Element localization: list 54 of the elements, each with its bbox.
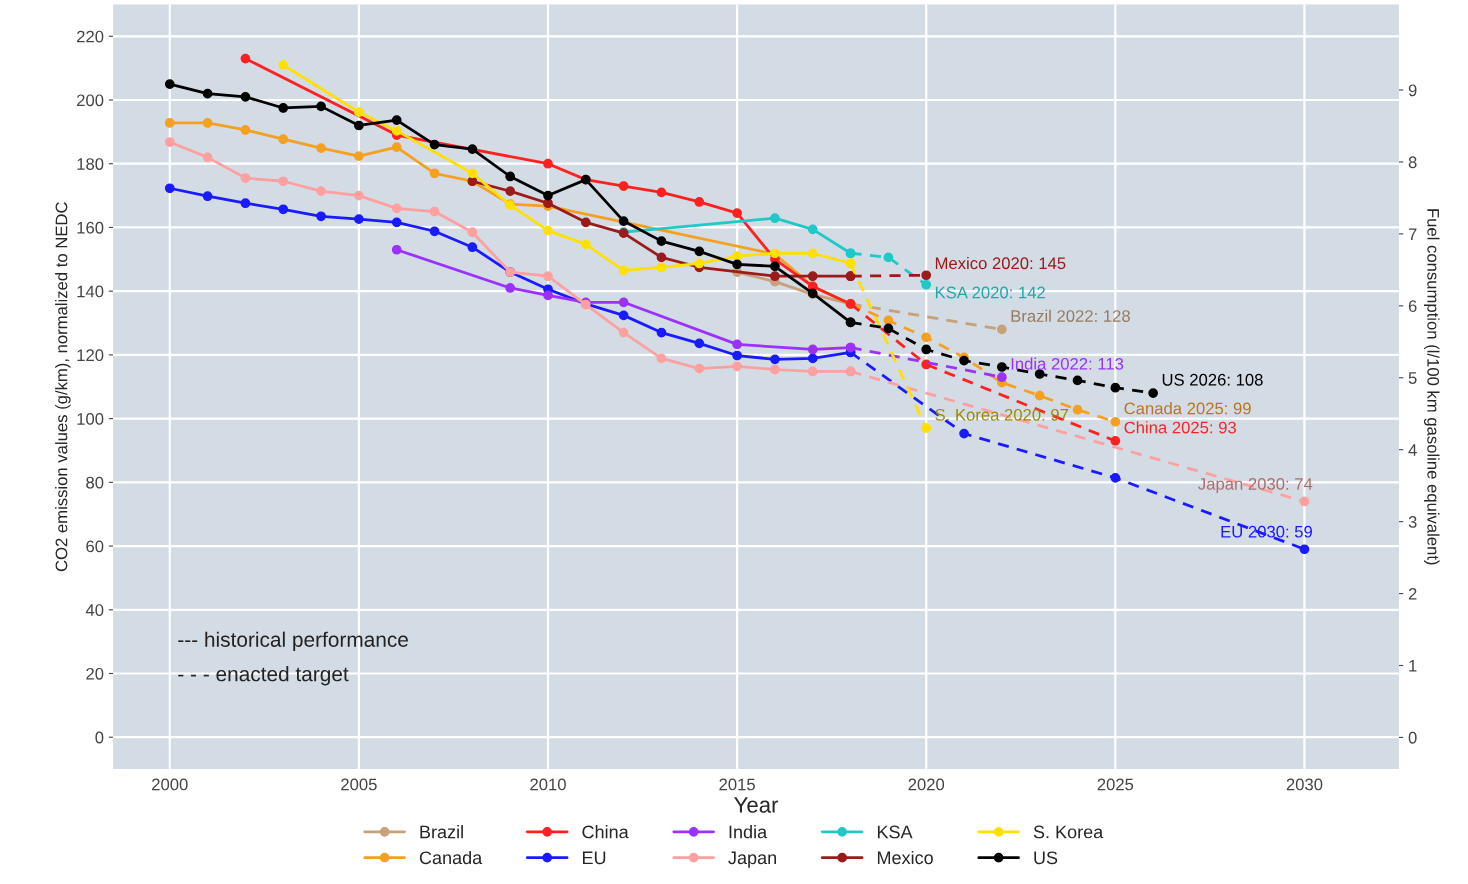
y-tick-label: 140 — [77, 285, 104, 298]
annotation: --- historical performance — [178, 631, 408, 652]
legend-label: KSA — [877, 825, 913, 839]
y-tick-label: 160 — [77, 221, 104, 234]
annotation: S. Korea 2020: 97 — [935, 408, 1069, 421]
annotation: India 2022: 113 — [1011, 357, 1124, 370]
y-tick-label: 220 — [77, 30, 104, 43]
y-tick-label: 100 — [77, 413, 104, 425]
x-tick-label: 2000 — [152, 778, 188, 791]
legend-label: Brazil — [420, 825, 463, 839]
x-tick-label: 2010 — [530, 778, 566, 791]
y2-tick-label: 6 — [1408, 300, 1417, 313]
y2-tick-label: 3 — [1408, 516, 1417, 528]
legend-label: Mexico — [877, 850, 933, 865]
legend-label: Japan — [728, 851, 776, 868]
annotation: Brazil 2022: 128 — [1011, 309, 1130, 322]
legend-label: EU — [582, 851, 606, 865]
annotation: US 2026: 108 — [1162, 373, 1263, 386]
legend-label: S. Korea — [1033, 825, 1104, 839]
annotation: Japan 2030: 74 — [1198, 478, 1313, 494]
legend-label: China — [582, 825, 629, 839]
x-tick-label: 2005 — [341, 778, 377, 791]
annotation: - - - enacted target — [178, 666, 349, 686]
y-tick-label: 40 — [85, 604, 104, 616]
y-tick-label: 0 — [95, 731, 104, 744]
y2-tick-label: 4 — [1408, 444, 1417, 456]
annotation: Canada 2025: 99 — [1124, 402, 1251, 415]
y2-tick-label: 0 — [1408, 731, 1417, 744]
annotation: Mexico 2020: 145 — [935, 256, 1066, 270]
legend-label: India — [729, 825, 768, 839]
y-tick-label: 80 — [86, 476, 104, 489]
y2-tick-label: 5 — [1408, 372, 1417, 384]
x-axis-title: Year — [734, 797, 779, 813]
y2-tick-label: 2 — [1408, 587, 1417, 600]
y2-tick-label: 1 — [1409, 660, 1417, 672]
y2-axis-title: Fuel consumption (l/100 km gasoline equivalent) — [1423, 209, 1440, 565]
y2-tick-label: 9 — [1408, 84, 1417, 97]
legend-label: Canada — [419, 850, 483, 865]
y-tick-label: 180 — [77, 158, 104, 170]
legend-label: US — [1034, 851, 1058, 865]
x-tick-label: 2015 — [719, 778, 755, 791]
y2-tick-label: 8 — [1408, 156, 1417, 169]
y-axis-title: CO2 emission values (g/km), normalized to NEDC — [55, 202, 71, 572]
x-tick-label: 2030 — [1286, 778, 1323, 791]
y2-tick-label: 7 — [1408, 228, 1417, 240]
annotation: China 2025: 93 — [1124, 421, 1236, 434]
y-tick-label: 20 — [86, 667, 104, 680]
annotation: EU 2030: 59 — [1221, 525, 1312, 538]
y-tick-label: 60 — [86, 540, 104, 553]
annotation: KSA 2020: 142 — [935, 286, 1045, 299]
x-tick-label: 2025 — [1097, 778, 1134, 791]
y-tick-label: 200 — [77, 94, 104, 107]
x-tick-label: 2020 — [908, 778, 945, 791]
y-tick-label: 120 — [77, 349, 104, 362]
